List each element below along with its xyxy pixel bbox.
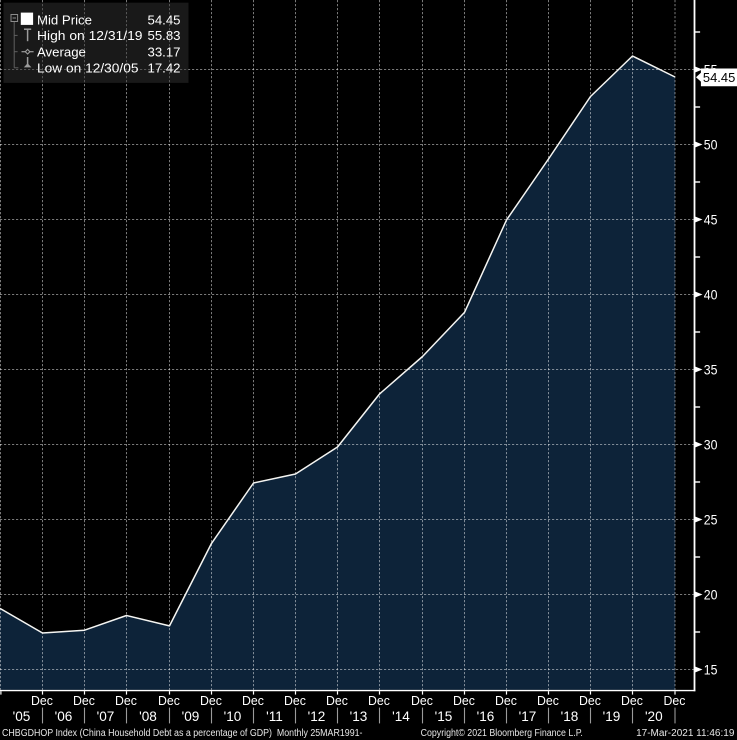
svg-text:30: 30	[704, 437, 718, 452]
svg-text:'10: '10	[224, 709, 242, 724]
svg-text:'17: '17	[519, 709, 537, 724]
svg-text:'09: '09	[182, 709, 200, 724]
svg-text:'20: '20	[645, 709, 663, 724]
svg-text:Mid Price: Mid Price	[37, 12, 92, 27]
svg-text:Copyright© 2021 Bloomberg Fina: Copyright© 2021 Bloomberg Finance L.P.	[421, 728, 583, 739]
svg-text:54.45: 54.45	[147, 12, 180, 27]
svg-text:Dec: Dec	[579, 693, 601, 708]
svg-text:Dec: Dec	[495, 693, 517, 708]
svg-text:33.17: 33.17	[147, 44, 180, 59]
svg-text:Dec: Dec	[537, 693, 559, 708]
svg-text:'18: '18	[561, 709, 579, 724]
svg-text:Dec: Dec	[326, 693, 348, 708]
svg-text:Dec: Dec	[284, 693, 306, 708]
svg-text:15: 15	[704, 662, 718, 677]
svg-text:'11: '11	[266, 709, 283, 724]
svg-text:54.45: 54.45	[703, 70, 735, 85]
svg-text:25: 25	[704, 512, 718, 527]
svg-text:Dec: Dec	[158, 693, 180, 708]
svg-text:45: 45	[704, 212, 718, 227]
svg-text:17-Mar-2021 11:46:19: 17-Mar-2021 11:46:19	[636, 728, 735, 739]
svg-text:Low on 12/30/05: Low on 12/30/05	[37, 61, 139, 76]
svg-text:High on 12/31/19: High on 12/31/19	[37, 28, 143, 43]
svg-text:Dec: Dec	[453, 693, 475, 708]
svg-text:55.83: 55.83	[147, 28, 180, 43]
svg-text:Dec: Dec	[115, 693, 137, 708]
svg-text:Dec: Dec	[411, 693, 433, 708]
svg-text:'12: '12	[308, 709, 326, 724]
svg-text:'14: '14	[392, 709, 410, 724]
svg-text:Dec: Dec	[621, 693, 643, 708]
svg-text:Dec: Dec	[242, 693, 264, 708]
svg-text:'08: '08	[139, 709, 157, 724]
svg-text:Dec: Dec	[368, 693, 390, 708]
svg-text:CHBGDHOP Index (China Househol: CHBGDHOP Index (China Household Debt as …	[2, 728, 363, 739]
svg-text:Dec: Dec	[200, 693, 222, 708]
svg-text:'19: '19	[603, 709, 621, 724]
svg-text:40: 40	[704, 287, 718, 302]
svg-text:20: 20	[704, 587, 718, 602]
svg-text:35: 35	[704, 362, 718, 377]
svg-text:'13: '13	[350, 709, 368, 724]
svg-text:'07: '07	[97, 709, 115, 724]
svg-text:Dec: Dec	[31, 693, 53, 708]
svg-text:Dec: Dec	[664, 693, 686, 708]
svg-text:50: 50	[704, 137, 718, 152]
svg-text:17.42: 17.42	[147, 61, 180, 76]
svg-text:Dec: Dec	[73, 693, 95, 708]
svg-text:'16: '16	[477, 709, 495, 724]
svg-text:'05: '05	[13, 709, 31, 724]
svg-text:Average: Average	[37, 44, 86, 59]
svg-text:'06: '06	[55, 709, 73, 724]
svg-text:'15: '15	[435, 709, 453, 724]
